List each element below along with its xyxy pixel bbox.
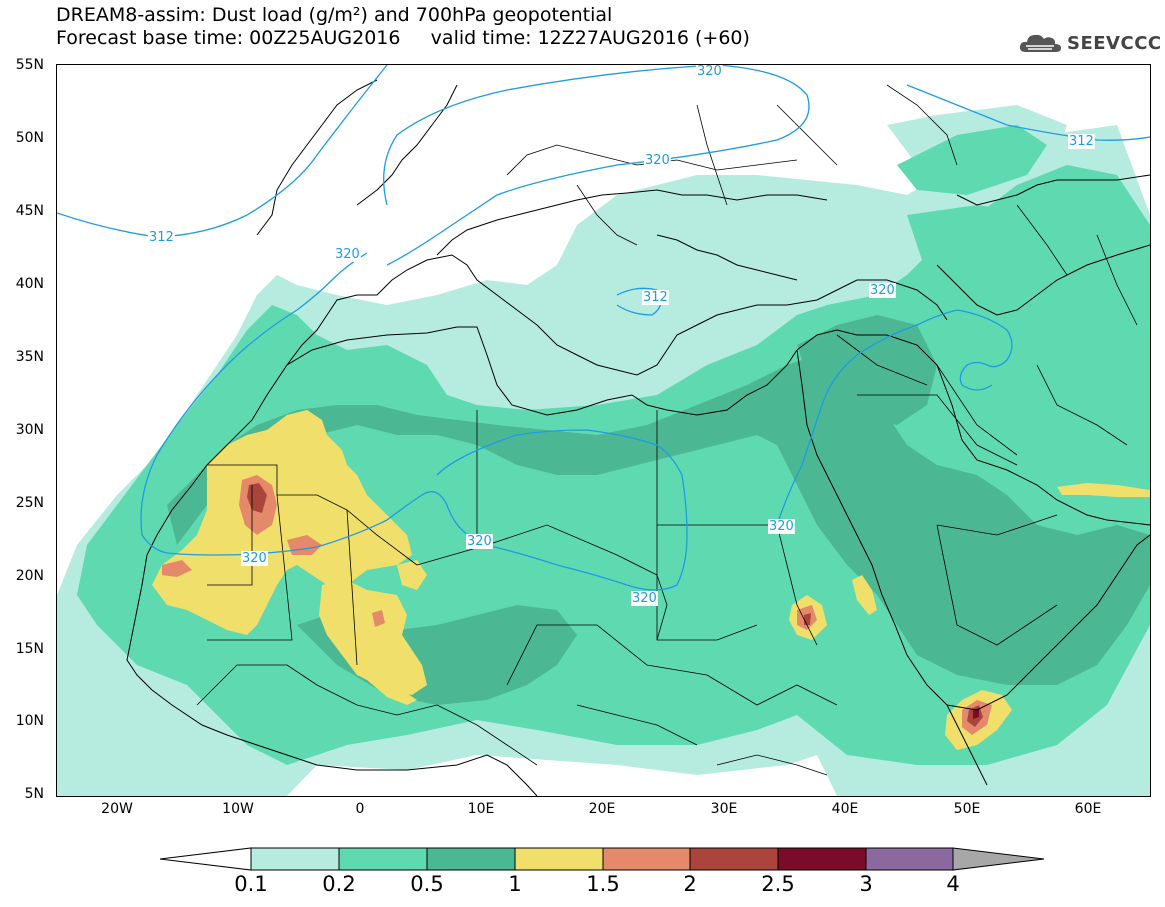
contour-label-bg bbox=[768, 519, 795, 534]
lon-label-20e: 20E bbox=[588, 801, 616, 817]
colorbar-label: 0.1 bbox=[234, 872, 268, 896]
dust-level-0-5 bbox=[797, 315, 937, 425]
dust-level-1 bbox=[319, 580, 427, 695]
contour-label: 320 bbox=[870, 283, 895, 298]
contour-label: 320 bbox=[632, 591, 657, 606]
contour-label: 320 bbox=[645, 153, 670, 168]
lon-label-50e: 50E bbox=[953, 801, 981, 817]
colorbar-bin bbox=[689, 847, 779, 871]
colorbar-label: 1.5 bbox=[586, 872, 620, 896]
lon-label-10e: 10E bbox=[467, 801, 495, 817]
seevccc-logo: SEEVCCC bbox=[1018, 28, 1162, 58]
contour-320-west bbox=[140, 252, 688, 591]
dust-level-0-2 bbox=[907, 205, 1150, 345]
lat-label-25n: 25N bbox=[15, 495, 44, 511]
lat-label-10n: 10N bbox=[15, 713, 44, 729]
dust-level-2 bbox=[804, 613, 811, 625]
dust-level-1 bbox=[397, 560, 427, 590]
forecast-time-line: Forecast base time: 00Z25AUG2016 valid t… bbox=[56, 27, 750, 49]
colorbar-label: 3 bbox=[859, 872, 873, 896]
lon-label-20w: 20W bbox=[101, 801, 133, 817]
lat-label-30n: 30N bbox=[15, 422, 44, 438]
contour-label-bg bbox=[631, 591, 658, 606]
dust-level-1 bbox=[152, 410, 412, 635]
colorbar-bin bbox=[602, 847, 691, 871]
contour-label: 320 bbox=[769, 519, 794, 534]
lat-label-15n: 15N bbox=[15, 641, 44, 657]
colorbar-label: 0.5 bbox=[410, 872, 444, 896]
lat-label-50n: 50N bbox=[15, 130, 44, 146]
contour-label-bg bbox=[1068, 134, 1095, 149]
lon-label-60e: 60E bbox=[1074, 801, 1102, 817]
colorbar-label: 4 bbox=[946, 872, 960, 896]
contour-label-bg bbox=[334, 247, 361, 262]
lat-label-20n: 20N bbox=[15, 568, 44, 584]
colorbar-label: 2.5 bbox=[761, 872, 795, 896]
dust-level-1-5 bbox=[162, 560, 192, 577]
logo-text: SEEVCCC bbox=[1067, 32, 1162, 54]
colorbar-label: 0.2 bbox=[322, 872, 356, 896]
lat-label-35n: 35N bbox=[15, 349, 44, 365]
contour-312-west bbox=[57, 65, 388, 238]
colorbar-bin bbox=[338, 847, 428, 871]
contour-label: 320 bbox=[335, 247, 360, 262]
contour-label-bg bbox=[241, 551, 268, 566]
colorbar-bin bbox=[514, 847, 604, 871]
lon-label-40e: 40E bbox=[831, 801, 859, 817]
geopotential-contours bbox=[57, 65, 1150, 591]
dust-level-1-5 bbox=[372, 610, 385, 627]
lat-label-40n: 40N bbox=[15, 276, 44, 292]
contour-label-bg bbox=[148, 230, 175, 245]
contour-label: 312 bbox=[149, 230, 174, 245]
lat-label-5n: 5N bbox=[24, 786, 44, 802]
coastlines bbox=[126, 79, 1150, 796]
colorbar-label: 2 bbox=[683, 872, 697, 896]
lon-label-10w: 10W bbox=[222, 801, 254, 817]
contour-320-north bbox=[383, 65, 810, 266]
dust-level-2-5 bbox=[973, 708, 979, 719]
dust-level-1 bbox=[357, 645, 417, 705]
dust-level-0-5 bbox=[167, 355, 1150, 685]
colorbar-bin bbox=[777, 847, 867, 871]
colorbar-bin bbox=[250, 847, 340, 871]
colorbar-low-arrow bbox=[160, 847, 252, 871]
lat-label-45n: 45N bbox=[15, 203, 44, 219]
contour-320-mideast bbox=[776, 309, 1013, 526]
colorbar-label: 1 bbox=[508, 872, 522, 896]
colorbar-bin bbox=[426, 847, 516, 871]
map-title: DREAM8-assim: Dust load (g/m²) and 700hP… bbox=[56, 4, 613, 26]
dust-level-1 bbox=[852, 575, 877, 615]
colorbar-high-arrow bbox=[952, 847, 1045, 871]
contour-label: 320 bbox=[697, 65, 722, 79]
contour-labels: 312 312 320 320 320 320 320 320 320 320 … bbox=[148, 65, 1095, 606]
contour-label-bg bbox=[696, 65, 723, 79]
country-borders bbox=[196, 84, 1138, 776]
dust-level-0-2 bbox=[897, 125, 1047, 195]
contour-label-bg bbox=[644, 153, 671, 168]
contour-label: 320 bbox=[467, 534, 492, 549]
lon-label-0: 0 bbox=[355, 801, 365, 817]
cloud-logo-icon bbox=[1019, 34, 1061, 52]
map-canvas: 312 312 320 320 320 320 320 320 320 320 … bbox=[57, 65, 1150, 796]
lon-label-30e: 30E bbox=[710, 801, 738, 817]
contour-312-east bbox=[906, 84, 1150, 141]
contour-label: 320 bbox=[242, 551, 267, 566]
contour-label: 312 bbox=[643, 290, 668, 305]
colorbar-bin bbox=[865, 847, 954, 871]
contour-label-bg bbox=[466, 534, 493, 549]
dust-load-map[interactable]: 312 312 320 320 320 320 320 320 320 320 … bbox=[56, 64, 1151, 797]
contour-label-bg bbox=[869, 283, 896, 298]
lat-label-55n: 55N bbox=[15, 57, 44, 73]
contour-label: 312 bbox=[1069, 134, 1094, 149]
contour-label-bg bbox=[642, 290, 669, 305]
dust-colorbar bbox=[160, 847, 1045, 871]
dust-level-1 bbox=[1057, 483, 1150, 497]
